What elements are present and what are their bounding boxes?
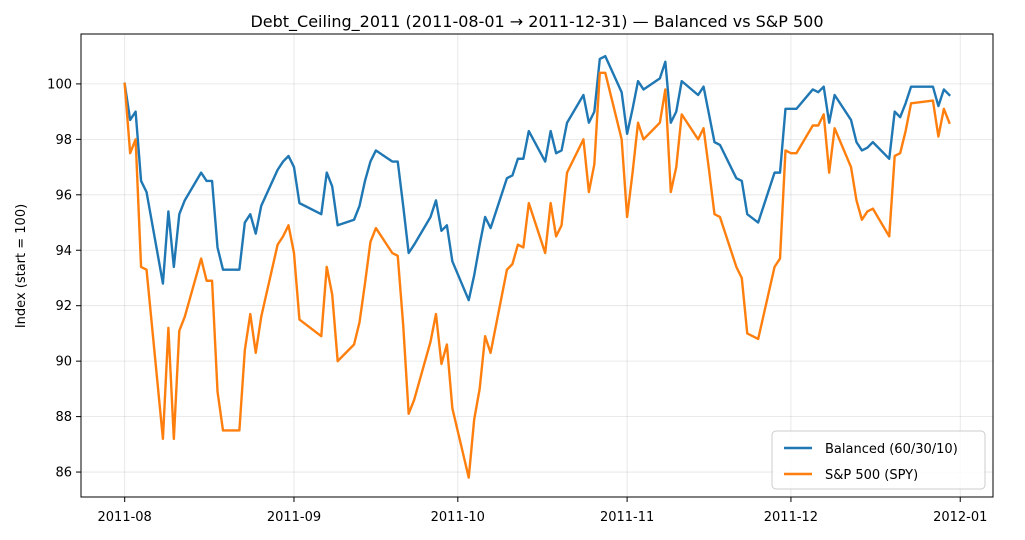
series-lines — [123, 54, 952, 479]
x-axis: 2011-08 2011-09 2011-10 2011-11 2011-12 2012-… — [98, 497, 987, 525]
legend: Balanced (60/30/10) S&P 500 (SPY) — [771, 430, 986, 490]
x-tick-label: 2011-08 — [98, 510, 152, 525]
series-line-balanced — [123, 54, 952, 302]
y-tick-label: 98 — [55, 133, 72, 148]
legend-box — [771, 430, 986, 490]
x-tick-label: 2011-09 — [267, 510, 321, 525]
y-axis-label: Index (start = 100) — [14, 204, 29, 328]
y-tick-label: 94 — [55, 244, 72, 259]
x-tick-label: 2011-12 — [764, 510, 818, 525]
legend-label-balanced: Balanced (60/30/10) — [825, 442, 958, 457]
y-tick-label: 86 — [55, 466, 72, 481]
x-tick-label: 2011-11 — [600, 510, 654, 525]
plot-frame — [80, 33, 994, 498]
y-tick-label: 88 — [55, 410, 72, 425]
y-tick-label: 92 — [55, 299, 72, 314]
legend-label-spy: S&P 500 (SPY) — [825, 468, 918, 483]
y-axis: 86 88 90 92 94 96 98 100 — [47, 77, 81, 481]
x-tick-label: 2012-01 — [933, 510, 987, 525]
x-tick-label: 2011-10 — [431, 510, 485, 525]
y-tick-label: 96 — [55, 188, 72, 203]
series-line-spy — [123, 71, 951, 479]
y-tick-label: 90 — [55, 355, 72, 370]
y-tick-label: 100 — [47, 77, 72, 92]
chart-title: Debt_Ceiling_2011 (2011-08-01 → 2011-12-… — [250, 12, 823, 32]
